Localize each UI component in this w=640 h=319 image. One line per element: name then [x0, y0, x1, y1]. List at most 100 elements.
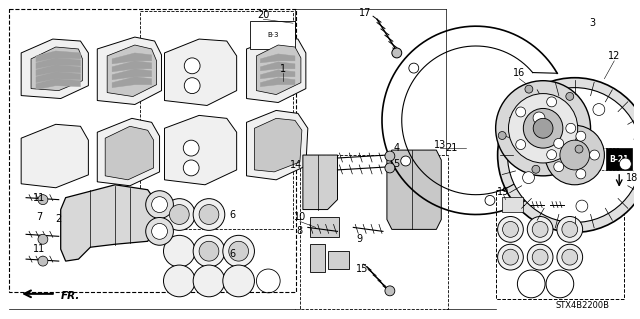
- Circle shape: [163, 265, 195, 297]
- Circle shape: [184, 58, 200, 74]
- Circle shape: [554, 162, 564, 172]
- Text: FR.: FR.: [61, 291, 80, 301]
- Text: 21: 21: [445, 143, 458, 153]
- Circle shape: [152, 223, 168, 239]
- Circle shape: [385, 163, 395, 173]
- Circle shape: [566, 93, 573, 100]
- Circle shape: [593, 104, 605, 115]
- Polygon shape: [36, 51, 81, 62]
- Polygon shape: [97, 118, 159, 186]
- Circle shape: [533, 112, 545, 124]
- Circle shape: [183, 160, 199, 176]
- Circle shape: [385, 286, 395, 296]
- Text: B-21: B-21: [609, 154, 629, 164]
- Circle shape: [589, 150, 600, 160]
- Circle shape: [527, 244, 553, 270]
- Text: 5: 5: [394, 159, 400, 169]
- Circle shape: [199, 204, 219, 225]
- Circle shape: [223, 235, 255, 267]
- Circle shape: [547, 97, 557, 107]
- Polygon shape: [260, 70, 295, 79]
- Circle shape: [554, 138, 564, 148]
- Text: 16: 16: [513, 68, 525, 78]
- Text: 11: 11: [33, 244, 45, 254]
- Polygon shape: [260, 62, 295, 71]
- Polygon shape: [61, 185, 155, 261]
- Text: 14: 14: [290, 160, 302, 170]
- Circle shape: [516, 107, 525, 117]
- Polygon shape: [303, 155, 337, 210]
- Circle shape: [193, 235, 225, 267]
- Polygon shape: [246, 37, 306, 102]
- Text: STX4B2200B: STX4B2200B: [556, 301, 610, 310]
- Polygon shape: [164, 115, 237, 185]
- Circle shape: [620, 158, 631, 170]
- Polygon shape: [105, 126, 154, 180]
- Bar: [328, 251, 349, 269]
- Circle shape: [502, 221, 518, 237]
- Circle shape: [508, 88, 640, 222]
- Text: 17: 17: [359, 8, 371, 18]
- Bar: [606, 148, 632, 170]
- Circle shape: [223, 265, 255, 297]
- Text: 1: 1: [280, 64, 286, 74]
- Circle shape: [146, 191, 173, 219]
- Circle shape: [532, 249, 548, 265]
- Text: 9: 9: [356, 234, 362, 244]
- Circle shape: [485, 196, 495, 205]
- Polygon shape: [164, 39, 237, 106]
- Polygon shape: [97, 37, 161, 105]
- Circle shape: [523, 172, 534, 183]
- Bar: [310, 244, 324, 272]
- Circle shape: [557, 244, 582, 270]
- Circle shape: [516, 140, 525, 150]
- Circle shape: [562, 221, 578, 237]
- Circle shape: [401, 156, 411, 166]
- Text: 11: 11: [33, 193, 45, 203]
- Circle shape: [566, 123, 576, 133]
- Circle shape: [392, 48, 402, 58]
- Circle shape: [525, 85, 533, 93]
- Bar: [250, 21, 295, 49]
- Text: 7: 7: [36, 212, 42, 222]
- Circle shape: [193, 265, 225, 297]
- Polygon shape: [21, 39, 88, 99]
- Circle shape: [170, 204, 189, 225]
- Circle shape: [498, 217, 524, 242]
- Polygon shape: [21, 124, 88, 188]
- Circle shape: [557, 217, 582, 242]
- Polygon shape: [260, 54, 295, 63]
- Circle shape: [527, 217, 553, 242]
- Polygon shape: [36, 79, 81, 90]
- Text: B·3: B·3: [268, 32, 279, 38]
- Text: 3: 3: [589, 18, 596, 28]
- Circle shape: [576, 169, 586, 179]
- Polygon shape: [36, 58, 81, 69]
- Polygon shape: [112, 69, 152, 80]
- Polygon shape: [112, 53, 152, 64]
- Polygon shape: [31, 47, 83, 91]
- Circle shape: [562, 249, 578, 265]
- Circle shape: [575, 145, 583, 153]
- Circle shape: [499, 131, 506, 139]
- Circle shape: [509, 93, 578, 163]
- Text: 4: 4: [394, 143, 400, 153]
- Circle shape: [498, 78, 640, 232]
- Polygon shape: [260, 78, 295, 87]
- Circle shape: [38, 256, 48, 266]
- Circle shape: [533, 118, 553, 138]
- Text: 10: 10: [294, 212, 306, 222]
- Circle shape: [576, 200, 588, 212]
- Circle shape: [184, 78, 200, 93]
- Circle shape: [385, 151, 395, 161]
- Circle shape: [560, 140, 589, 170]
- Bar: [310, 218, 339, 237]
- Circle shape: [228, 241, 248, 261]
- Circle shape: [532, 165, 540, 173]
- Bar: [140, 11, 293, 229]
- Text: 13: 13: [434, 140, 447, 150]
- Text: 20: 20: [257, 10, 269, 20]
- Text: 6: 6: [230, 249, 236, 259]
- Circle shape: [152, 197, 168, 212]
- Circle shape: [183, 140, 199, 156]
